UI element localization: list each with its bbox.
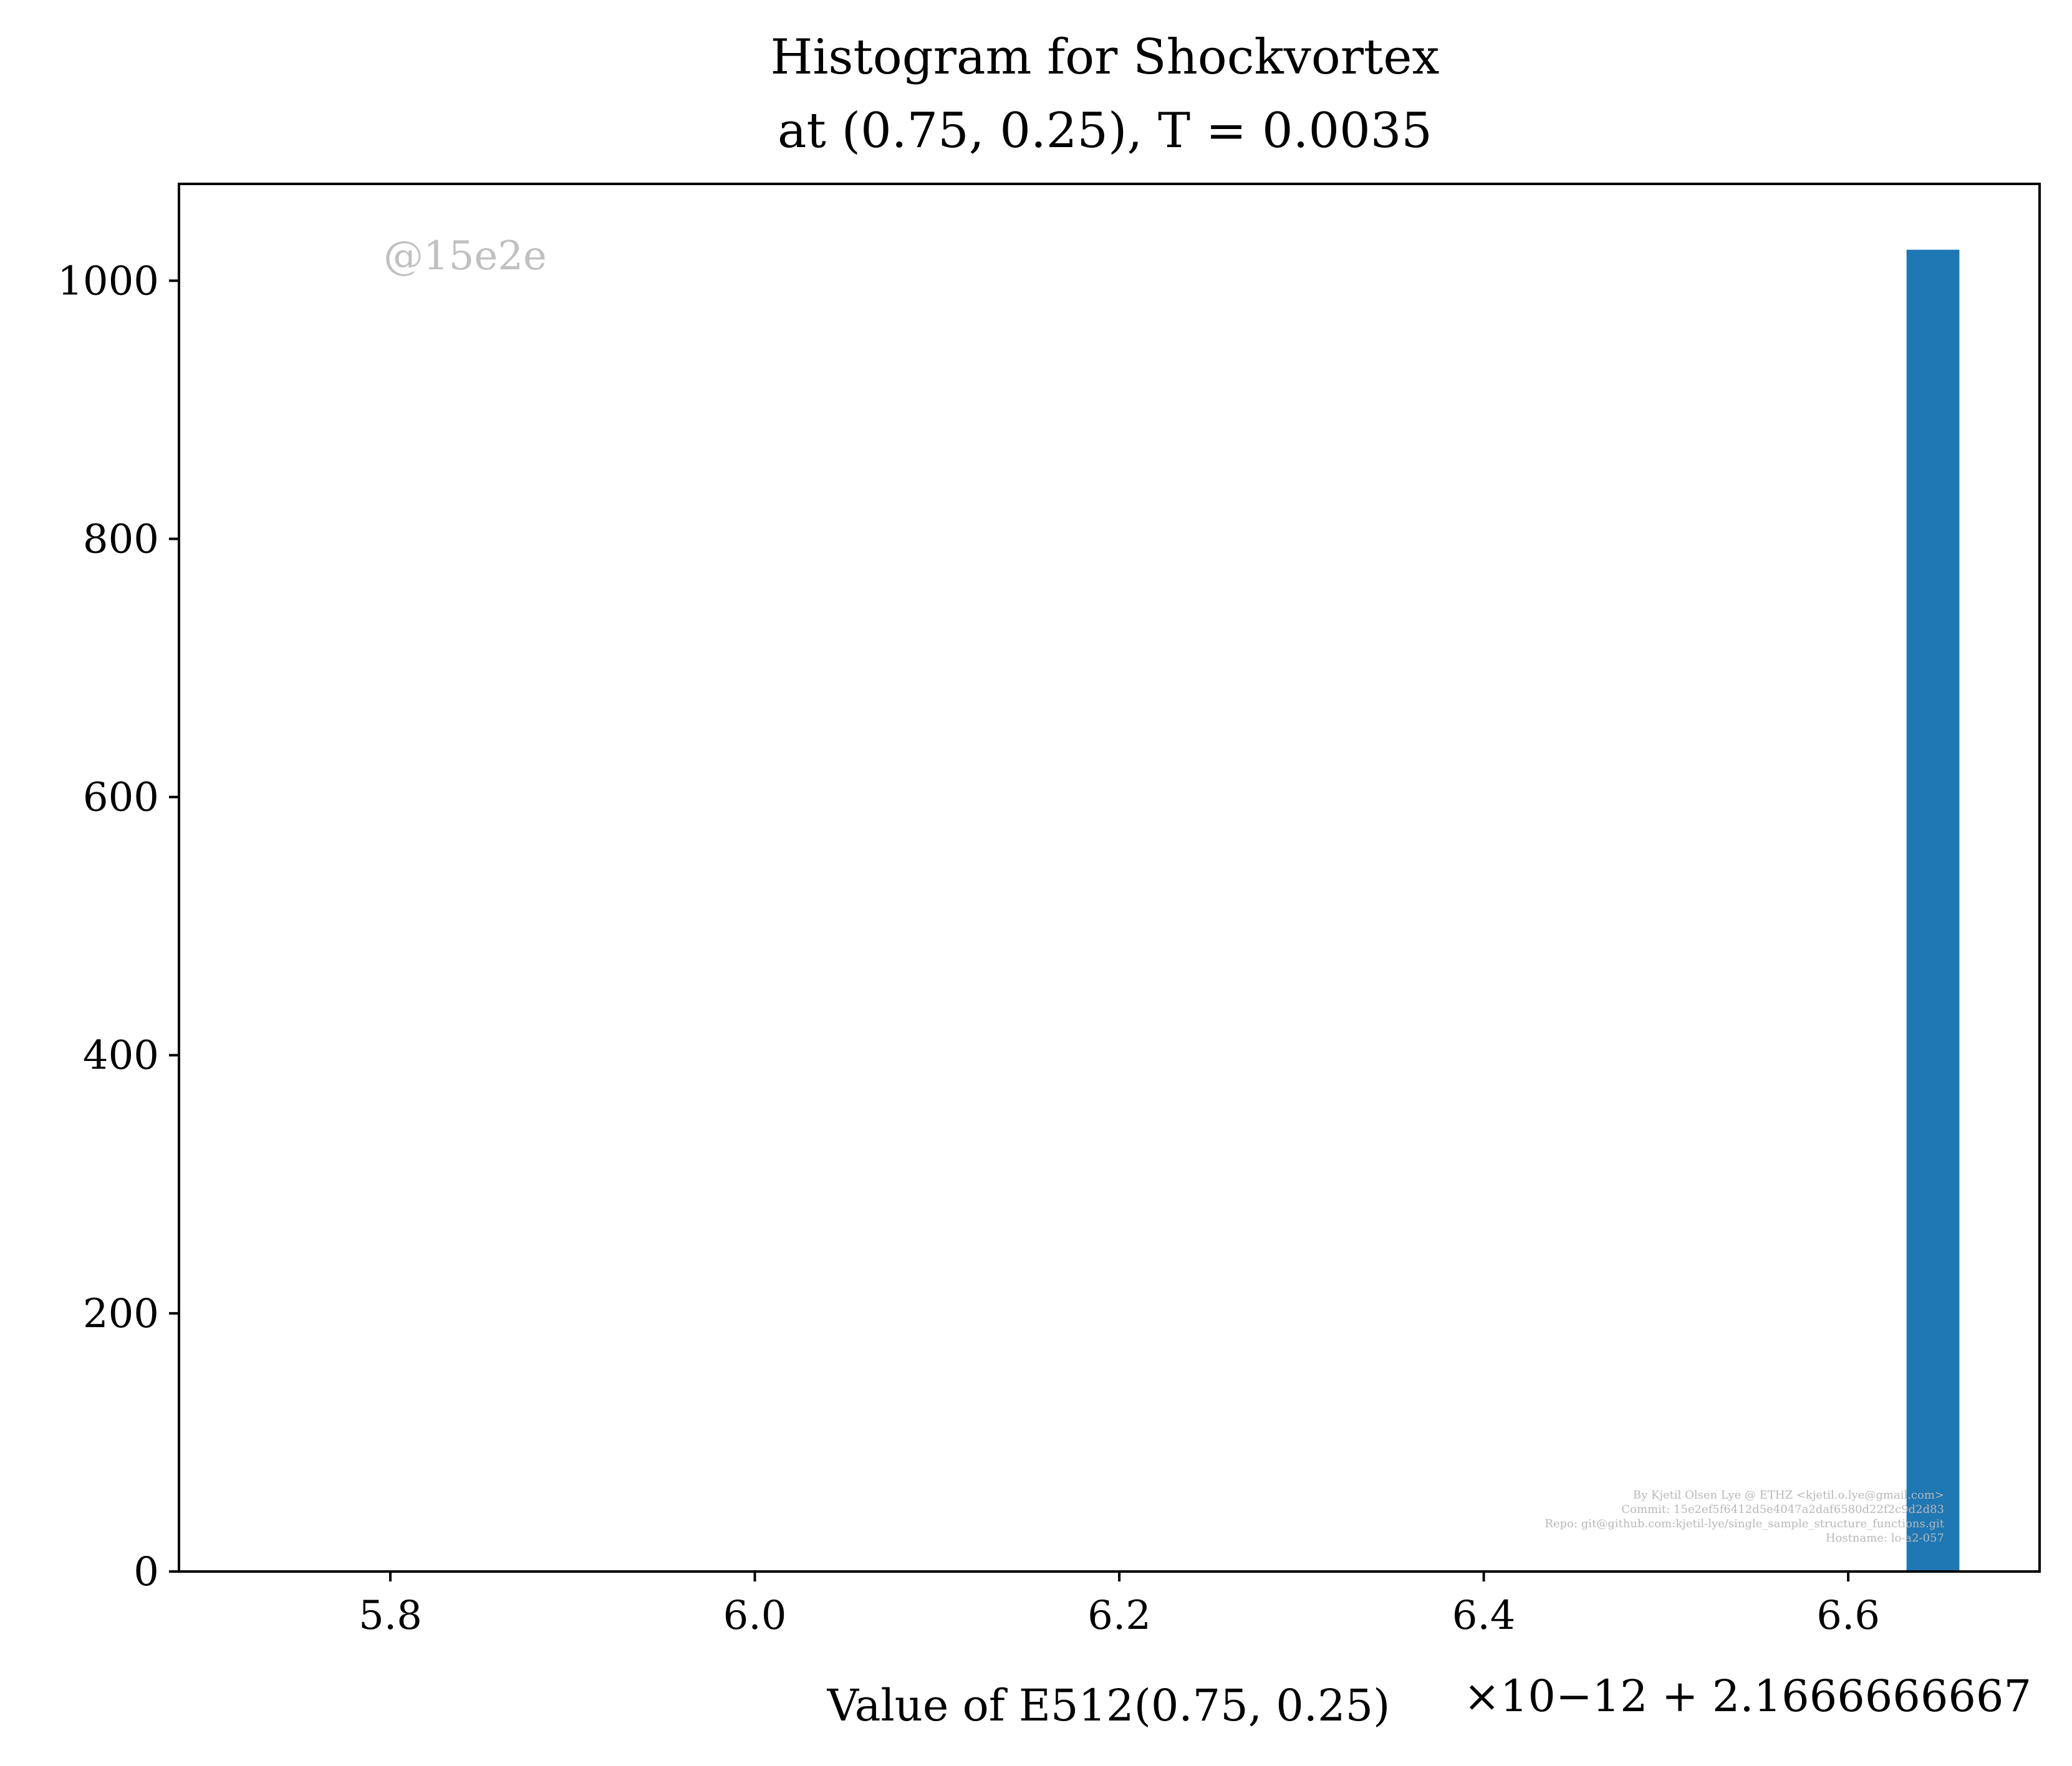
- x-tick-label: 6.6: [1816, 1593, 1880, 1639]
- x-ticks-group: 5.8 6.0 6.2 6.4 6.6: [359, 1572, 1880, 1639]
- x-tick-label: 5.8: [359, 1593, 422, 1639]
- credit-line: Commit: 15e2ef5f6412d5e4047a2daf6580d22f…: [1621, 1503, 1944, 1516]
- watermark-label: @15e2e: [383, 233, 547, 279]
- x-tick-label: 6.2: [1087, 1593, 1151, 1639]
- x-axis-label: Value of E512(0.75, 0.25): [827, 1680, 1390, 1731]
- credit-line: Repo: git@github.com:kjetil-lye/single_s…: [1544, 1517, 1944, 1530]
- y-tick-label: 600: [83, 775, 159, 821]
- chart-title-line2: at (0.75, 0.25), T = 0.0035: [778, 103, 1432, 159]
- y-ticks-group: 0 200 400 600 800 1000: [57, 258, 179, 1595]
- y-tick-label: 800: [83, 516, 159, 562]
- plot-frame: [178, 183, 2041, 1573]
- bars-group: [1906, 249, 1960, 1572]
- histogram-bar: [1906, 249, 1960, 1572]
- chart-title-line1: Histogram for Shockvortex: [770, 29, 1439, 85]
- y-tick-label: 0: [133, 1549, 159, 1595]
- x-offset-label: ×10−12 + 2.1666666667: [1463, 1671, 2031, 1722]
- x-tick-label: 6.0: [723, 1593, 787, 1639]
- y-tick-label: 400: [83, 1033, 159, 1079]
- credit-line: Hostname: lo-a2-057: [1826, 1532, 1944, 1545]
- x-tick-label: 6.4: [1452, 1593, 1516, 1639]
- y-tick-label: 200: [83, 1291, 159, 1337]
- credit-line: By Kjetil Olsen Lye @ ETHZ <kjetil.o.lye…: [1633, 1489, 1944, 1502]
- y-tick-label: 1000: [57, 258, 159, 304]
- credits-block: By Kjetil Olsen Lye @ ETHZ <kjetil.o.lye…: [1544, 1489, 1944, 1545]
